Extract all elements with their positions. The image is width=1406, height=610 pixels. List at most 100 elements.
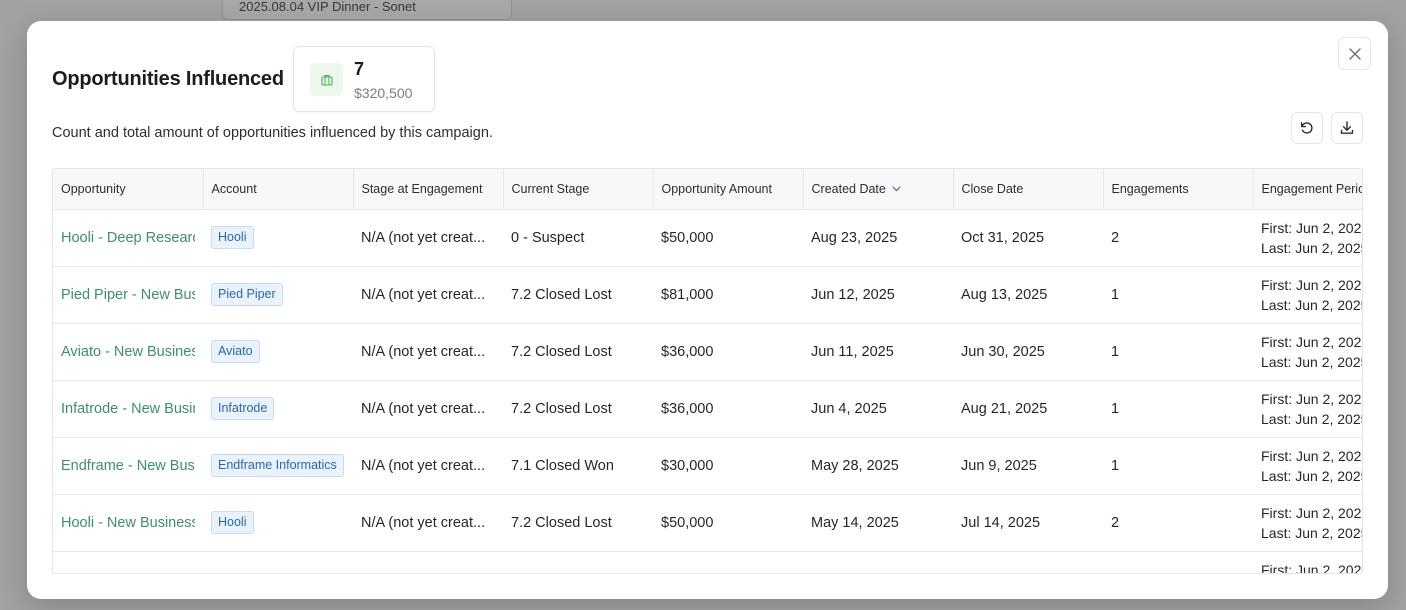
refresh-icon: [1300, 122, 1313, 134]
download-button[interactable]: [1331, 112, 1363, 144]
opportunity-link[interactable]: Infatrode - New Business: [61, 400, 195, 417]
account-badge[interactable]: Endframe Informatics: [211, 454, 344, 477]
account-cell: Hooli: [203, 208, 353, 266]
engagement-first: First: Jun 2, 2025: [1261, 333, 1363, 350]
current-stage-cell: 7.2 Closed Lost: [503, 322, 653, 380]
engagement-first: First: Jun 2, 2025: [1261, 504, 1363, 521]
column-header-created-date[interactable]: Created Date: [803, 169, 954, 209]
engagement-period-cell: First: Jun 2, 2025 Last: Jun 2, 2025: [1253, 265, 1363, 323]
engagement-period-cell: First: Jun 2, 2025 Last: Jun 2, 2025: [1253, 208, 1363, 266]
opportunity-cell[interactable]: Endframe - New Business: [53, 436, 203, 494]
created-date-cell: [803, 550, 953, 573]
close-date-cell: Aug 21, 2025: [953, 379, 1103, 437]
engagement-first: First: Jun 2, 2025: [1261, 219, 1363, 236]
created-date-cell: May 28, 2025: [803, 436, 953, 494]
stage-at-engagement-cell: N/A (not yet creat...: [353, 265, 503, 323]
account-badge[interactable]: Infatrode: [211, 397, 275, 420]
amount-cell: $36,000: [653, 379, 803, 437]
opportunity-total-amount: $320,500: [354, 85, 413, 101]
engagement-period-cell: First: Jun 2, 2025 Last: Jun 2, 2025: [1253, 379, 1363, 437]
close-date-cell: Jun 9, 2025: [953, 436, 1103, 494]
column-header-current-stage[interactable]: Current Stage: [503, 169, 654, 209]
engagement-first: First: Jun 2, 2025: [1261, 276, 1363, 293]
opportunity-cell[interactable]: [53, 550, 203, 573]
table-row[interactable]: $ First: Jun 2, 2025: [53, 550, 1363, 574]
engagements-cell: 2: [1103, 208, 1253, 266]
opportunity-cell[interactable]: Infatrode - New Business: [53, 379, 203, 437]
account-badge[interactable]: Hooli: [211, 511, 254, 534]
opportunity-cell[interactable]: Hooli - New Business: [53, 493, 203, 551]
reset-button[interactable]: [1291, 112, 1323, 144]
column-header-opportunity-amount[interactable]: Opportunity Amount: [653, 169, 804, 209]
amount-cell: $50,000: [653, 493, 803, 551]
account-badge[interactable]: Pied Piper: [211, 283, 283, 306]
created-date-cell: Jun 4, 2025: [803, 379, 953, 437]
column-header-engagement-period[interactable]: Engagement Period: [1253, 169, 1362, 209]
close-icon: [1348, 47, 1361, 60]
sort-descending-icon: [892, 186, 901, 192]
briefcase-icon: [310, 63, 343, 96]
amount-cell: $81,000: [653, 265, 803, 323]
stage-at-engagement-cell: N/A (not yet creat...: [353, 493, 503, 551]
account-cell: Endframe Informatics: [203, 436, 353, 494]
engagements-cell: 1: [1103, 379, 1253, 437]
amount-cell: $: [653, 550, 803, 573]
opportunity-link[interactable]: Endframe - New Business: [61, 457, 195, 474]
table-row[interactable]: Endframe - New Business Endframe Informa…: [53, 436, 1363, 494]
opportunity-link[interactable]: Hooli - Deep Research: [61, 229, 195, 246]
opportunity-cell[interactable]: Aviato - New Business: [53, 322, 203, 380]
column-header-stage-at-engagement[interactable]: Stage at Engagement: [353, 169, 504, 209]
column-header-account[interactable]: Account: [203, 169, 354, 209]
engagement-last: Last: Jun 2, 2025: [1261, 296, 1363, 313]
column-header-created-date-label: Created Date: [811, 181, 886, 196]
created-date-cell: Aug 23, 2025: [803, 208, 953, 266]
current-stage-cell: [503, 550, 653, 573]
amount-cell: $30,000: [653, 436, 803, 494]
engagements-cell: [1103, 550, 1253, 573]
engagement-first: First: Jun 2, 2025: [1261, 447, 1363, 464]
download-icon: [1340, 121, 1354, 134]
current-stage-cell: 7.2 Closed Lost: [503, 493, 653, 551]
opportunity-link[interactable]: Hooli - New Business: [61, 514, 195, 531]
opportunity-cell[interactable]: Hooli - Deep Research: [53, 208, 203, 266]
background-campaign-select: 2025.08.04 VIP Dinner - Sonet: [222, 0, 512, 20]
column-header-engagements[interactable]: Engagements: [1103, 169, 1254, 209]
account-cell: [203, 550, 353, 573]
amount-cell: $36,000: [653, 322, 803, 380]
engagement-first: First: Jun 2, 2025: [1261, 561, 1363, 574]
table-row[interactable]: Infatrode - New Business Infatrode N/A (…: [53, 379, 1363, 437]
close-date-cell: Oct 31, 2025: [953, 208, 1103, 266]
stage-at-engagement-cell: N/A (not yet creat...: [353, 322, 503, 380]
engagement-period-cell: First: Jun 2, 2025 Last: Jun 2, 2025: [1253, 493, 1363, 551]
account-cell: Hooli: [203, 493, 353, 551]
opportunity-link[interactable]: Aviato - New Business: [61, 343, 195, 360]
column-header-close-date[interactable]: Close Date: [953, 169, 1104, 209]
modal-description: Count and total amount of opportunities …: [52, 125, 493, 141]
table-header-row: Opportunity Account Stage at Engagement …: [53, 169, 1362, 209]
engagement-period-cell: First: Jun 2, 2025 Last: Jun 2, 2025: [1253, 322, 1363, 380]
table-row[interactable]: Hooli - Deep Research Hooli N/A (not yet…: [53, 208, 1363, 266]
opportunities-modal: Opportunities Influenced 7 $320,500 Coun…: [27, 21, 1388, 599]
account-cell: Infatrode: [203, 379, 353, 437]
table-row[interactable]: Aviato - New Business Aviato N/A (not ye…: [53, 322, 1363, 380]
account-badge[interactable]: Hooli: [211, 226, 254, 249]
close-button[interactable]: [1338, 37, 1371, 70]
opportunity-count: 7: [354, 59, 365, 79]
engagement-first: First: Jun 2, 2025: [1261, 390, 1363, 407]
engagement-last: Last: Jun 2, 2025: [1261, 524, 1363, 541]
table-row[interactable]: Pied Piper - New Business Pied Piper N/A…: [53, 265, 1363, 323]
table-row[interactable]: Hooli - New Business Hooli N/A (not yet …: [53, 493, 1363, 551]
account-cell: Aviato: [203, 322, 353, 380]
engagement-last: Last: Jun 2, 2025: [1261, 410, 1363, 427]
stat-card: 7 $320,500: [293, 46, 435, 112]
opportunity-cell[interactable]: Pied Piper - New Business: [53, 265, 203, 323]
opportunities-table[interactable]: Opportunity Account Stage at Engagement …: [52, 168, 1363, 574]
account-badge[interactable]: Aviato: [211, 340, 260, 363]
modal-title: Opportunities Influenced: [52, 68, 284, 90]
engagements-cell: 2: [1103, 493, 1253, 551]
opportunity-link[interactable]: Pied Piper - New Business: [61, 286, 195, 303]
close-date-cell: Jun 30, 2025: [953, 322, 1103, 380]
engagements-cell: 1: [1103, 265, 1253, 323]
column-header-opportunity[interactable]: Opportunity: [53, 169, 204, 209]
current-stage-cell: 7.2 Closed Lost: [503, 265, 653, 323]
